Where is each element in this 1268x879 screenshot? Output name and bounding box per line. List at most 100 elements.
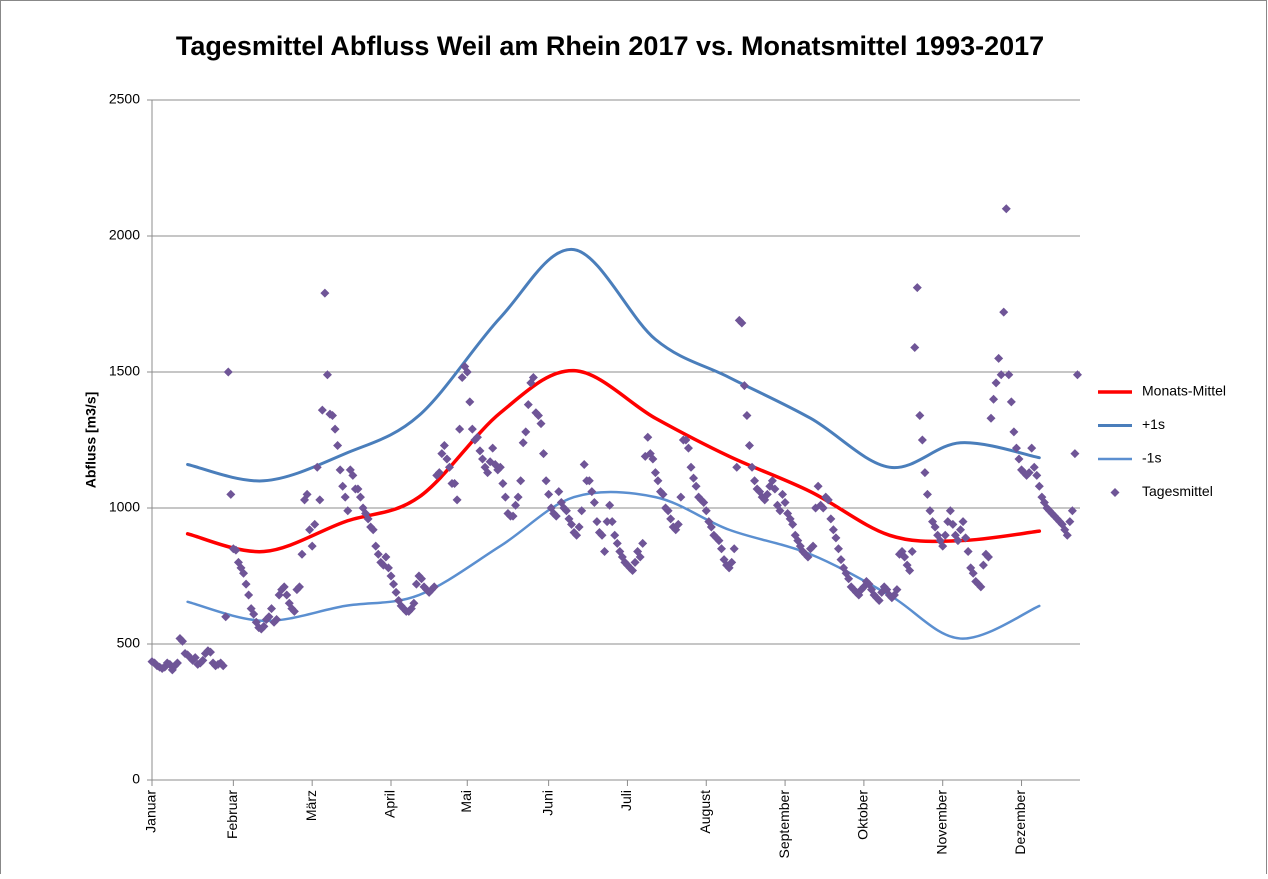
data-point xyxy=(264,612,274,622)
data-point xyxy=(836,555,846,565)
y-tick-label: 1500 xyxy=(109,363,140,379)
data-point xyxy=(518,438,528,448)
data-point xyxy=(686,462,696,472)
data-point xyxy=(732,462,742,472)
data-point xyxy=(302,489,312,499)
data-point xyxy=(333,440,343,450)
data-point xyxy=(315,495,325,505)
data-point xyxy=(915,411,925,421)
x-tick-label: November xyxy=(933,790,949,855)
data-point xyxy=(574,522,584,532)
data-point xyxy=(747,462,757,472)
data-point xyxy=(750,476,760,486)
data-point xyxy=(666,514,676,524)
data-point xyxy=(417,574,427,584)
legend-label: Tagesmittel xyxy=(1142,483,1213,499)
data-point xyxy=(630,557,640,567)
data-point xyxy=(892,585,902,595)
data-point xyxy=(335,465,345,475)
legend-label: -1s xyxy=(1142,450,1161,466)
data-point xyxy=(516,476,526,486)
data-point xyxy=(978,560,988,570)
x-tick-label: September xyxy=(776,790,792,859)
data-point xyxy=(541,476,551,486)
data-point xyxy=(701,506,711,516)
data-point xyxy=(249,609,259,619)
data-point xyxy=(874,595,884,605)
data-point xyxy=(223,367,233,377)
data-point xyxy=(523,400,533,410)
data-point xyxy=(958,517,968,527)
data-point xyxy=(561,506,571,516)
data-point xyxy=(544,489,554,499)
data-point xyxy=(297,549,307,559)
data-point xyxy=(348,470,358,480)
data-point xyxy=(1034,481,1044,491)
data-point xyxy=(813,481,823,491)
data-point xyxy=(610,530,620,540)
data-point xyxy=(683,443,693,453)
data-point xyxy=(1032,470,1042,480)
data-point xyxy=(961,533,971,543)
data-point xyxy=(457,372,467,382)
data-point xyxy=(488,443,498,453)
data-point xyxy=(653,476,663,486)
data-point xyxy=(963,547,973,557)
data-point xyxy=(305,525,315,535)
data-point xyxy=(282,590,292,600)
data-point xyxy=(536,419,546,429)
data-point xyxy=(744,440,754,450)
x-tick-label: April xyxy=(382,790,398,818)
data-point xyxy=(676,492,686,502)
data-point xyxy=(717,544,727,554)
data-point xyxy=(1004,370,1014,380)
data-point xyxy=(844,574,854,584)
data-point xyxy=(467,424,477,434)
data-point xyxy=(1001,204,1011,214)
data-point xyxy=(442,454,452,464)
data-point xyxy=(1070,449,1080,459)
data-point xyxy=(635,552,645,562)
data-point xyxy=(833,544,843,554)
y-tick-label: 1000 xyxy=(109,499,140,515)
data-point xyxy=(475,446,485,456)
data-point xyxy=(737,318,747,328)
y-axis-label: Abfluss [m3/s] xyxy=(83,392,99,488)
data-point xyxy=(780,498,790,508)
data-point xyxy=(1062,530,1072,540)
x-tick-label: Mai xyxy=(458,790,474,813)
data-point xyxy=(1065,517,1075,527)
data-point xyxy=(231,545,241,555)
data-point xyxy=(638,538,648,548)
data-point xyxy=(498,479,508,489)
data-point xyxy=(828,525,838,535)
data-point xyxy=(528,372,538,382)
data-point xyxy=(1014,454,1024,464)
data-point xyxy=(383,563,393,573)
data-point xyxy=(381,552,391,562)
data-point xyxy=(905,566,915,576)
data-point xyxy=(322,370,332,380)
data-point xyxy=(1024,468,1034,478)
x-tick-label: Juni xyxy=(539,790,555,816)
data-point xyxy=(714,536,724,546)
data-point xyxy=(742,411,752,421)
data-point xyxy=(989,394,999,404)
data-point xyxy=(1009,427,1019,437)
data-point xyxy=(917,435,927,445)
x-tick-label: Februar xyxy=(224,790,240,839)
legend-label: +1s xyxy=(1142,416,1165,432)
data-point xyxy=(907,547,917,557)
data-point xyxy=(803,552,813,562)
data-point xyxy=(831,533,841,543)
data-point xyxy=(938,541,948,551)
data-point xyxy=(172,658,182,668)
data-point xyxy=(589,498,599,508)
data-point xyxy=(513,492,523,502)
data-point xyxy=(439,440,449,450)
data-point xyxy=(770,484,780,494)
data-point xyxy=(483,468,493,478)
data-point xyxy=(912,283,922,293)
data-point xyxy=(999,307,1009,317)
data-point xyxy=(826,514,836,524)
